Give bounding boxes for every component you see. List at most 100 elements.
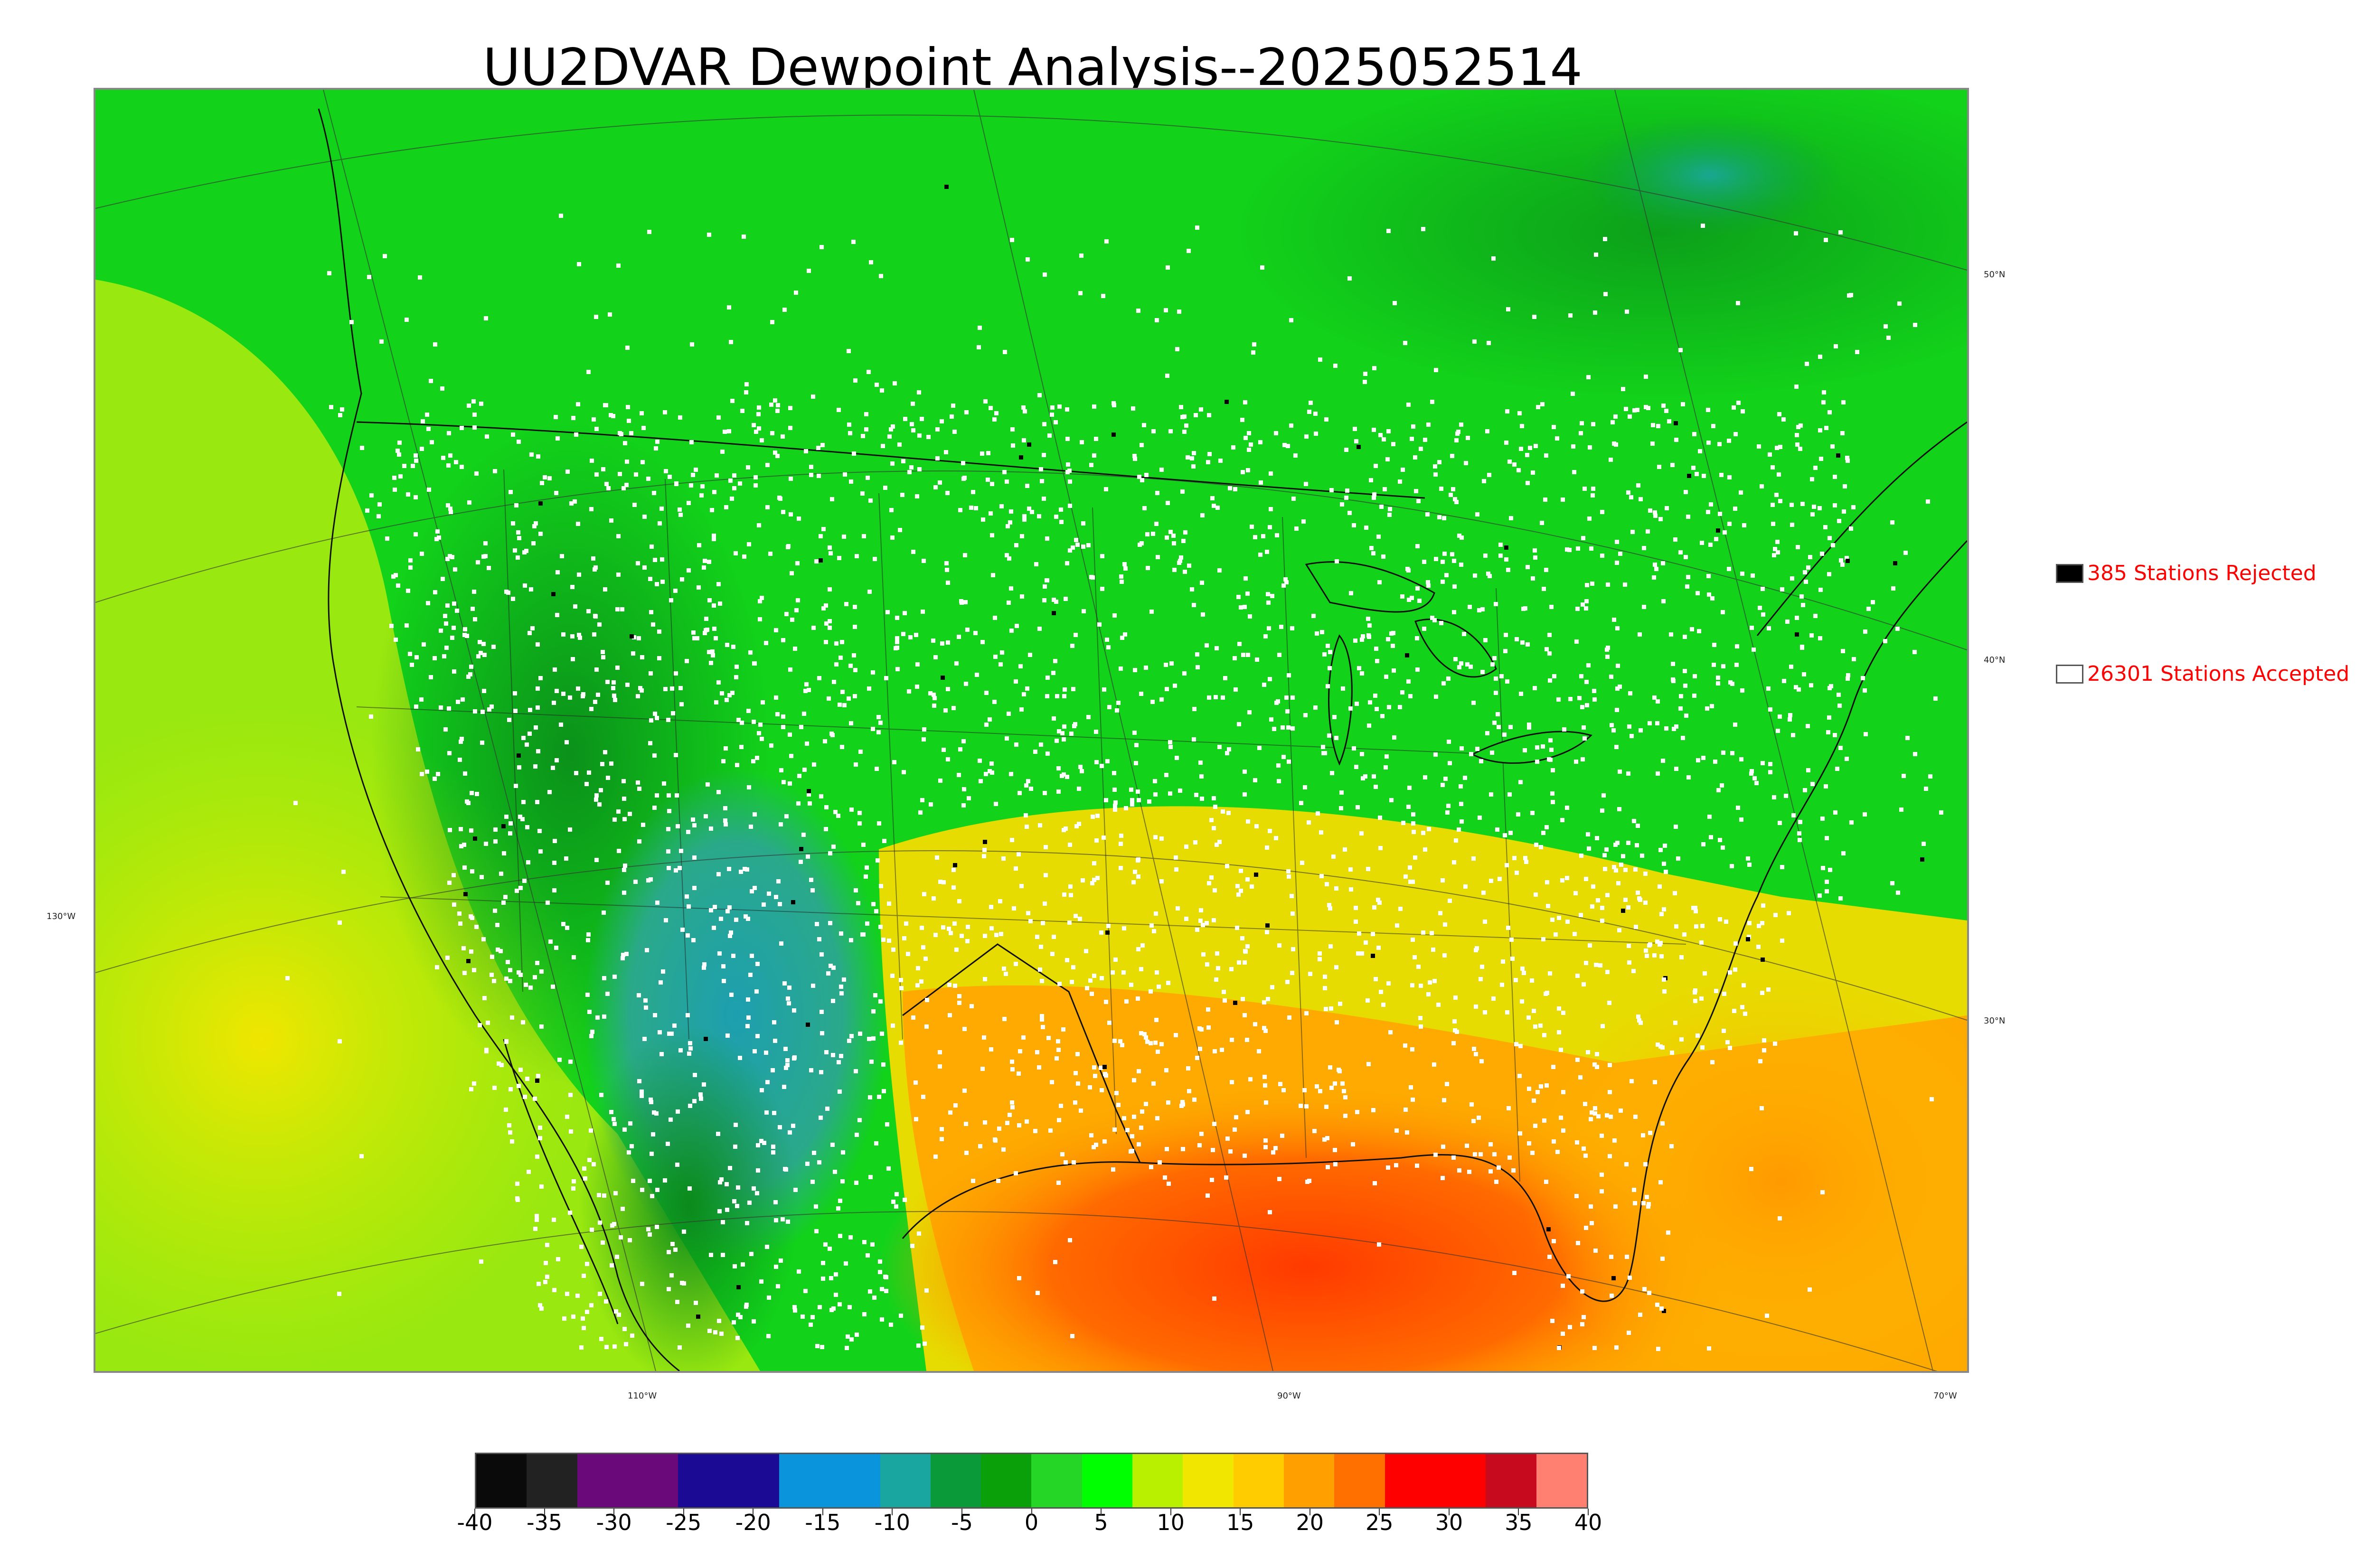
station-dot — [604, 1345, 609, 1349]
station-dot — [1241, 653, 1245, 657]
station-dot — [771, 1068, 775, 1072]
station-dot — [1541, 831, 1545, 835]
station-dot — [1260, 265, 1264, 270]
station-dot — [1824, 238, 1828, 242]
station-dot — [577, 573, 581, 577]
station-dot — [952, 430, 957, 434]
station-dot — [721, 1253, 725, 1257]
station-dot — [569, 1129, 573, 1134]
station-dot — [1122, 562, 1127, 566]
station-dot — [1532, 1099, 1536, 1103]
station-dot — [1851, 505, 1856, 509]
station-dot — [1438, 911, 1442, 915]
station-dot — [1806, 565, 1810, 570]
station-dot — [1730, 864, 1734, 868]
station-dot — [433, 590, 437, 594]
station-dot — [1479, 1059, 1484, 1063]
station-dot — [539, 969, 544, 974]
station-dot — [1791, 813, 1796, 817]
station-dot — [1612, 865, 1616, 869]
station-dot — [1674, 438, 1678, 442]
station-dot — [764, 1110, 769, 1115]
station-dot — [1721, 664, 1725, 668]
station-dot — [446, 463, 451, 468]
station-dot — [1078, 765, 1083, 769]
station-dot — [1381, 554, 1385, 559]
station-dot — [1366, 633, 1371, 638]
station-dot — [823, 739, 827, 743]
station-dot — [1470, 1102, 1474, 1107]
station-dot — [1813, 614, 1818, 618]
station-dot — [1501, 959, 1505, 964]
station-dot — [544, 1261, 548, 1265]
station-dot — [830, 1143, 835, 1147]
colorbar-segment — [1385, 1454, 1435, 1507]
station-dot — [1308, 972, 1312, 976]
station-dot — [1618, 770, 1622, 774]
station-dot — [1465, 1144, 1469, 1148]
station-dot — [1451, 487, 1455, 491]
station-dot — [1274, 701, 1279, 705]
station-dot — [707, 598, 712, 602]
station-dot — [1590, 1110, 1594, 1115]
station-dot — [561, 922, 565, 926]
station-dot — [921, 610, 925, 614]
station-dot — [1667, 419, 1671, 423]
station-dot — [518, 973, 523, 977]
station-dot — [1037, 627, 1042, 631]
station-dot — [1069, 732, 1074, 736]
station-dot — [1159, 697, 1164, 702]
station-dot — [734, 675, 738, 679]
station-dot — [608, 312, 612, 317]
station-dot — [1351, 1142, 1355, 1146]
station-dot — [1618, 552, 1622, 556]
station-dot — [1582, 725, 1586, 730]
station-dot — [1780, 587, 1784, 592]
station-dot — [1459, 563, 1463, 567]
station-dot — [1584, 1226, 1588, 1230]
station-dot — [1452, 860, 1456, 864]
station-dot — [1616, 664, 1620, 668]
station-dot — [1776, 729, 1780, 733]
station-dot — [1491, 996, 1496, 1001]
station-dot — [1074, 824, 1079, 828]
station-dot — [1531, 576, 1535, 581]
station-dot — [723, 806, 727, 810]
station-dot — [1781, 417, 1786, 422]
station-dot — [1104, 798, 1108, 802]
station-dot — [525, 742, 529, 747]
station-dot — [1287, 1015, 1291, 1020]
station-dot — [1579, 431, 1583, 435]
station-dot — [1149, 610, 1154, 614]
station-dot — [1337, 1068, 1341, 1072]
station-dot — [782, 308, 787, 312]
station-dot — [1460, 819, 1464, 824]
station-dot — [1039, 742, 1043, 747]
station-dot — [753, 1049, 757, 1053]
station-dot — [1840, 431, 1845, 435]
station-dot — [469, 665, 473, 669]
station-dot — [691, 473, 695, 477]
station-dot — [1357, 445, 1361, 449]
station-dot — [1415, 544, 1420, 548]
station-dot — [1099, 930, 1103, 935]
station-dot — [1659, 1306, 1664, 1311]
station-dot — [954, 948, 959, 952]
station-dot — [1846, 676, 1850, 681]
station-dot — [709, 908, 713, 912]
station-dot — [1319, 830, 1323, 835]
station-dot — [481, 554, 486, 559]
station-dot — [1690, 627, 1694, 631]
station-dot — [1573, 932, 1577, 936]
station-dot — [1809, 633, 1814, 638]
station-dot — [1180, 489, 1185, 494]
station-dot — [522, 879, 527, 883]
station-dot — [1251, 350, 1255, 355]
station-dot — [1342, 1089, 1346, 1093]
station-dot — [776, 403, 780, 407]
station-dot — [613, 698, 617, 702]
station-dot — [1426, 583, 1431, 588]
station-dot — [1201, 952, 1206, 957]
station-dot — [1035, 935, 1039, 939]
station-dot — [1580, 421, 1584, 425]
